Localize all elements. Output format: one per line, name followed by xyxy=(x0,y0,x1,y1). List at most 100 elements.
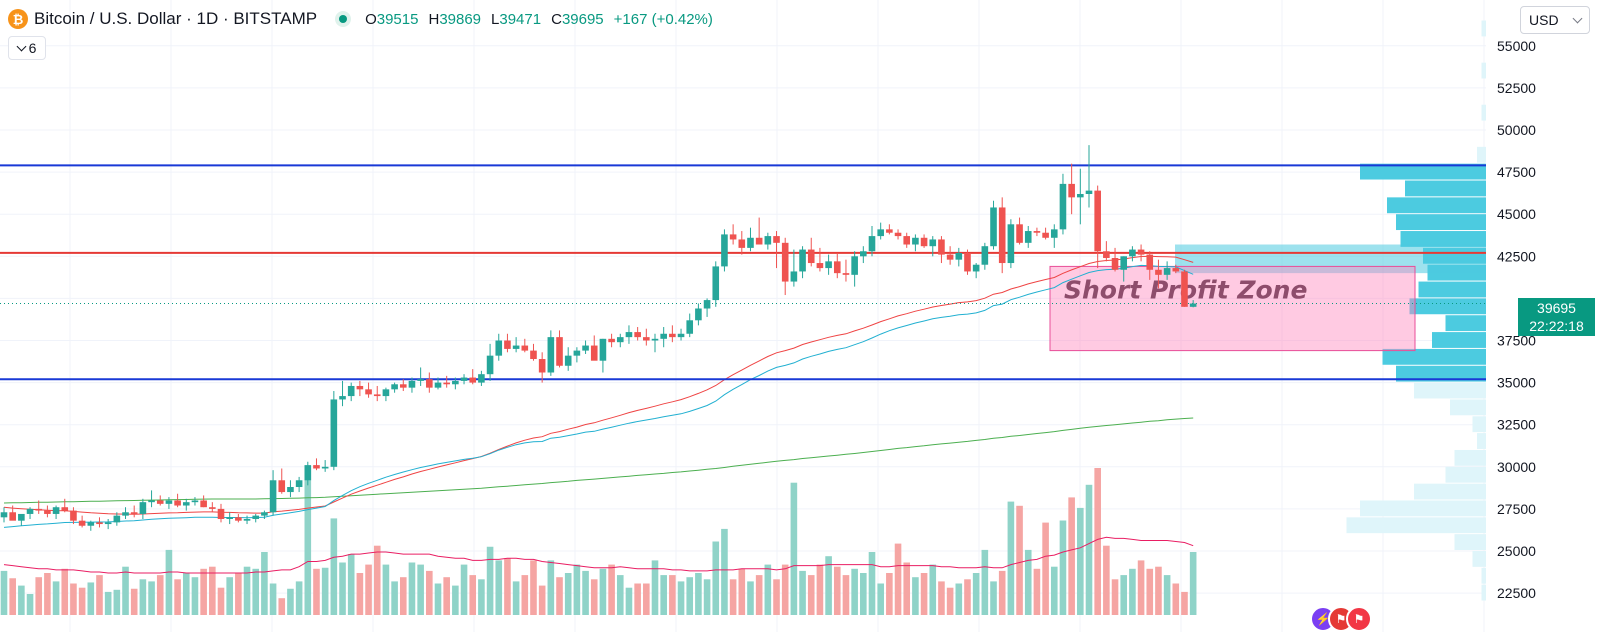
candle-body xyxy=(217,508,225,520)
volume-bar xyxy=(833,566,841,615)
short-profit-zone[interactable]: Short Profit Zone xyxy=(1049,265,1416,352)
candle-body xyxy=(434,382,442,388)
candle-body xyxy=(1189,303,1197,307)
volume-bar xyxy=(703,579,711,615)
candle-body xyxy=(903,236,911,245)
volume-bar xyxy=(677,581,685,615)
ema-fast-line xyxy=(3,264,1194,528)
volume-profile-bar xyxy=(1387,197,1486,214)
volume-bar xyxy=(972,573,980,615)
volume-bar xyxy=(1059,520,1067,615)
volume-bar xyxy=(478,579,485,615)
ohlc-values: O 39515 H 39869 L 39471 C 39695 +167 (+0.42%… xyxy=(365,11,713,28)
volume-bar xyxy=(521,575,529,615)
candle-body xyxy=(547,337,555,373)
candle-body xyxy=(130,512,138,514)
candle-body xyxy=(920,237,928,247)
candle-body xyxy=(139,502,147,514)
volume-bar xyxy=(261,552,268,615)
volume-bar xyxy=(26,594,34,615)
price-tick-label: 30000 xyxy=(1497,459,1536,475)
volume-bar xyxy=(70,583,77,615)
volume-bar xyxy=(1129,568,1136,615)
candle-body xyxy=(538,359,546,373)
candle-body xyxy=(1016,224,1023,243)
volume-bar xyxy=(781,564,789,615)
volume-bar xyxy=(217,587,225,615)
volume-bar xyxy=(964,579,971,615)
candle-body xyxy=(35,508,43,511)
candle-body xyxy=(894,232,902,237)
volume-bar xyxy=(538,585,546,615)
volume-bar xyxy=(764,564,772,615)
volume-bar xyxy=(860,573,867,615)
candle-body xyxy=(1120,256,1128,270)
volume-bar xyxy=(96,575,103,615)
candle-body xyxy=(721,234,728,267)
volume-bar xyxy=(1172,583,1180,615)
candle-body xyxy=(738,239,746,248)
volume-profile-bar xyxy=(1409,298,1486,315)
candle-body xyxy=(998,207,1006,264)
candle-body xyxy=(712,266,720,301)
candle-body xyxy=(156,500,164,504)
price-axis[interactable]: 22500 25000 27500 30000 32500 35000 37500 42500… xyxy=(1497,38,1536,601)
volume-bar xyxy=(920,573,928,615)
candle-body xyxy=(929,239,937,247)
candle-body xyxy=(1103,251,1110,258)
volume-profile-bar xyxy=(1445,466,1486,483)
chevron-down-icon xyxy=(1572,13,1583,23)
candle-body xyxy=(287,487,294,493)
volume-bar xyxy=(104,591,112,615)
volume-bar xyxy=(313,568,320,615)
volume-profile xyxy=(1175,20,1486,601)
badge-group[interactable]: ⚡ ⚑ ⚑ xyxy=(1310,606,1372,632)
candle-body xyxy=(269,480,277,513)
candle-body xyxy=(252,515,260,520)
volume-bar xyxy=(408,562,416,615)
high-value: 39869 xyxy=(439,10,482,28)
candle-body xyxy=(182,502,190,506)
volume-bar xyxy=(347,554,355,615)
candle-body xyxy=(1024,231,1032,243)
currency-select[interactable]: USD xyxy=(1520,6,1590,34)
volume-profile-bar xyxy=(1414,382,1486,399)
volume-bar xyxy=(295,581,303,615)
us-flag-icon[interactable]: ⚑ xyxy=(1346,606,1372,632)
candle-body xyxy=(1085,190,1093,194)
volume-profile-bar xyxy=(1477,146,1486,163)
volume-bar xyxy=(573,564,581,615)
volume-profile-bar xyxy=(1450,399,1486,416)
volume-profile-bar xyxy=(1396,365,1486,382)
candle-body xyxy=(313,465,320,469)
indicators-toggle-button[interactable]: 6 xyxy=(8,36,46,60)
candle-body xyxy=(886,229,893,233)
indicators-count: 6 xyxy=(28,40,37,56)
candle-body xyxy=(912,237,919,245)
volume-bar xyxy=(599,568,607,615)
candle-body xyxy=(243,519,251,521)
horizontal-levels[interactable] xyxy=(0,164,1486,381)
volume-bar xyxy=(200,568,207,615)
volume-bar xyxy=(807,575,815,615)
volume-bar xyxy=(287,588,294,615)
candle-body xyxy=(261,512,268,516)
candle-body xyxy=(26,508,34,514)
price-tick-label: 55000 xyxy=(1497,38,1536,54)
volume-bar xyxy=(825,556,832,615)
volume-bar xyxy=(747,581,754,615)
candle-body xyxy=(816,263,824,269)
candle-body xyxy=(9,512,16,521)
candle-body xyxy=(946,254,954,260)
volume-bar xyxy=(469,575,477,615)
candle-body xyxy=(191,500,199,503)
price-tick-label: 32500 xyxy=(1497,417,1536,433)
volume-bar xyxy=(912,577,919,615)
candle-body xyxy=(1129,249,1136,257)
volume-profile-bar xyxy=(1454,449,1486,466)
zone-rectangle[interactable] xyxy=(1049,265,1416,352)
candle-body xyxy=(1059,183,1067,230)
symbol-title[interactable]: Bitcoin / U.S. Dollar · 1D · BITSTAMP xyxy=(34,9,318,28)
candle-body xyxy=(365,389,372,395)
